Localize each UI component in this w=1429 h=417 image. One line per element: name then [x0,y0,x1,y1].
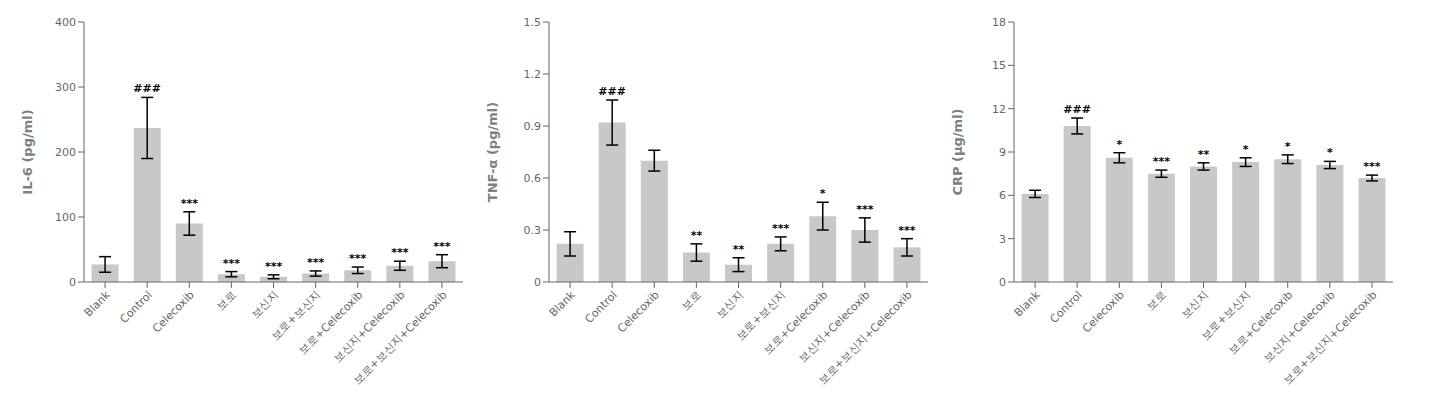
svg-text:보로+Celecoxib: 보로+Celecoxib [761,288,831,358]
svg-text:보로: 보로 [214,288,239,313]
svg-text:0: 0 [534,276,541,289]
svg-text:0.3: 0.3 [524,224,542,237]
svg-text:보신지+Celecoxib: 보신지+Celecoxib [331,288,408,365]
svg-text:***: *** [307,256,325,269]
svg-text:6: 6 [999,189,1006,202]
svg-text:**: ** [691,229,703,242]
svg-text:***: *** [181,197,199,210]
svg-text:Celecoxib: Celecoxib [615,288,662,335]
svg-text:0: 0 [999,276,1006,289]
svg-text:CRP (μg/ml): CRP (μg/ml) [950,108,965,195]
svg-text:보로: 보로 [679,288,704,313]
svg-text:**: ** [733,243,745,256]
svg-text:###: ### [1063,103,1091,116]
svg-text:###: ### [133,82,161,95]
svg-text:*: * [1116,138,1122,151]
svg-text:1.2: 1.2 [524,68,542,81]
svg-text:보신지: 보신지 [1179,288,1212,321]
svg-text:보신지+Celecoxib: 보신지+Celecoxib [1261,288,1338,365]
svg-text:***: *** [772,222,790,235]
svg-text:*: * [820,187,826,200]
svg-text:보로: 보로 [1144,288,1169,313]
svg-text:400: 400 [55,16,76,29]
svg-text:***: *** [223,257,241,270]
svg-text:***: *** [433,240,451,253]
svg-text:***: *** [391,246,409,259]
svg-text:보로+보신지+Celecoxib: 보로+보신지+Celecoxib [816,288,915,387]
svg-text:보로+Celecoxib: 보로+Celecoxib [296,288,366,358]
svg-text:100: 100 [55,211,76,224]
svg-text:Celecoxib: Celecoxib [150,288,197,335]
svg-text:Control: Control [1047,288,1084,325]
svg-text:*: * [1243,143,1249,156]
svg-text:0: 0 [69,276,76,289]
svg-text:18: 18 [992,16,1006,29]
svg-text:1.5: 1.5 [524,16,542,29]
svg-text:보로+Celecoxib: 보로+Celecoxib [1226,288,1296,358]
svg-text:***: *** [856,203,874,216]
svg-text:보로+보신지+Celecoxib: 보로+보신지+Celecoxib [351,288,450,387]
svg-text:IL-6 (pg/ml): IL-6 (pg/ml) [20,109,35,194]
svg-text:0.6: 0.6 [524,172,542,185]
svg-text:Control: Control [582,288,619,325]
svg-text:보신지: 보신지 [249,288,282,321]
svg-text:15: 15 [992,59,1006,72]
svg-text:***: *** [349,252,367,265]
svg-text:***: *** [265,260,283,273]
svg-text:200: 200 [55,146,76,159]
svg-text:*: * [1285,140,1291,153]
svg-text:9: 9 [999,146,1006,159]
svg-text:**: ** [1198,148,1210,161]
svg-text:보로+보신지+Celecoxib: 보로+보신지+Celecoxib [1281,288,1380,387]
svg-text:Blank: Blank [547,288,578,319]
svg-text:*: * [1327,146,1333,159]
svg-text:300: 300 [55,81,76,94]
svg-text:###: ### [598,85,626,98]
svg-text:보신지+Celecoxib: 보신지+Celecoxib [796,288,873,365]
svg-text:Control: Control [117,288,154,325]
svg-text:***: *** [898,224,916,237]
svg-text:Blank: Blank [82,288,113,319]
svg-text:***: *** [1363,160,1381,173]
svg-text:TNF-α (pg/ml): TNF-α (pg/ml) [485,102,500,202]
svg-text:보로+보신지: 보로+보신지 [268,288,324,344]
svg-text:***: *** [1153,155,1171,168]
svg-text:Blank: Blank [1012,288,1043,319]
svg-text:보신지: 보신지 [714,288,747,321]
svg-text:0.9: 0.9 [524,120,542,133]
svg-text:12: 12 [992,103,1006,116]
svg-text:Celecoxib: Celecoxib [1080,288,1127,335]
svg-text:보로+보신지: 보로+보신지 [1198,288,1254,344]
svg-text:3: 3 [999,233,1006,246]
svg-text:보로+보신지: 보로+보신지 [733,288,789,344]
